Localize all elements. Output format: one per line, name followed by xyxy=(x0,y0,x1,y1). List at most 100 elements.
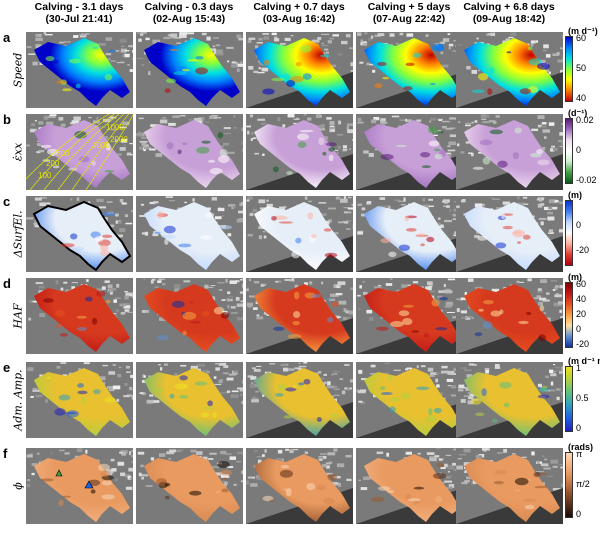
terrain-speckle xyxy=(264,449,267,453)
terrain-speckle xyxy=(536,460,540,464)
terrain-speckle xyxy=(346,478,352,482)
colorbar xyxy=(565,366,573,432)
terrain-speckle xyxy=(141,142,147,146)
terrain-speckle xyxy=(112,364,116,366)
field-patch xyxy=(162,234,176,239)
terrain-speckle xyxy=(548,199,557,204)
terrain-speckle xyxy=(557,59,563,63)
terrain-speckle xyxy=(120,48,128,52)
terrain-speckle xyxy=(176,42,182,44)
terrain-speckle xyxy=(128,44,133,48)
terrain-speckle xyxy=(241,283,243,288)
map-panel-e-4 xyxy=(356,362,463,438)
terrain-speckle xyxy=(456,308,460,313)
colorbar xyxy=(565,200,573,266)
terrain-speckle xyxy=(190,449,197,453)
terrain-speckle xyxy=(129,69,133,72)
field-patch xyxy=(182,330,187,336)
field-patch xyxy=(426,236,435,243)
terrain-speckle xyxy=(465,122,473,125)
terrain-speckle xyxy=(128,386,133,391)
terrain-speckle xyxy=(117,373,122,378)
field-patch xyxy=(481,388,487,397)
field-patch xyxy=(212,412,218,418)
terrain-speckle xyxy=(362,43,369,45)
terrain-speckle xyxy=(457,458,462,460)
terrain-speckle xyxy=(369,63,374,66)
terrain-speckle xyxy=(114,139,119,143)
row-letter-f: f xyxy=(3,446,8,461)
terrain-speckle xyxy=(553,302,562,307)
terrain-speckle xyxy=(130,210,133,213)
terrain-speckle xyxy=(517,202,525,207)
terrain-speckle xyxy=(104,280,110,283)
terrain-speckle xyxy=(262,393,265,397)
terrain-speckle xyxy=(148,148,156,151)
terrain-speckle xyxy=(108,371,116,375)
map-panel-f-2 xyxy=(136,448,243,524)
terrain-speckle xyxy=(163,363,169,366)
terrain-speckle xyxy=(235,297,240,301)
field-patch xyxy=(189,301,194,304)
terrain-speckle xyxy=(443,199,450,202)
colorbar xyxy=(565,282,573,348)
field-patch xyxy=(41,144,52,149)
terrain-speckle xyxy=(115,297,122,299)
terrain-speckle xyxy=(155,153,163,157)
terrain-speckle xyxy=(197,363,205,367)
field-patch xyxy=(388,251,397,258)
terrain-speckle xyxy=(131,396,133,400)
terrain-speckle xyxy=(117,461,125,466)
glacier-field xyxy=(464,368,560,436)
terrain-speckle xyxy=(87,201,91,204)
field-patch xyxy=(328,154,334,162)
terrain-speckle xyxy=(246,288,249,292)
terrain-speckle xyxy=(391,115,400,118)
terrain-speckle xyxy=(530,294,533,297)
colorbar-tick: 60 xyxy=(576,33,587,44)
field-patch xyxy=(319,54,331,58)
field-patch xyxy=(323,497,335,505)
terrain-speckle xyxy=(366,62,370,66)
terrain-speckle xyxy=(120,313,125,315)
terrain-speckle xyxy=(559,285,563,289)
terrain-speckle xyxy=(123,144,126,146)
field-patch xyxy=(292,385,297,389)
terrain-speckle xyxy=(429,205,434,207)
terrain-speckle xyxy=(357,203,363,206)
terrain-speckle xyxy=(328,127,336,130)
terrain-speckle xyxy=(38,460,44,463)
map-image xyxy=(246,32,353,108)
terrain-speckle xyxy=(329,37,335,40)
colorbar-unit: (d⁻¹) xyxy=(568,108,588,118)
terrain-speckle xyxy=(465,386,471,391)
terrain-speckle xyxy=(287,368,295,371)
colorbar-tick: 60 xyxy=(576,279,587,290)
field-patch xyxy=(488,67,495,75)
terrain-speckle xyxy=(559,47,563,50)
field-patch xyxy=(295,61,302,67)
terrain-speckle xyxy=(458,44,462,46)
row-label-text: ϕ xyxy=(11,482,25,490)
field-patch xyxy=(76,315,88,319)
terrain-speckle xyxy=(256,314,260,317)
field-patch xyxy=(402,318,413,326)
field-patch xyxy=(431,44,445,52)
glacier-field xyxy=(254,120,350,188)
field-patch xyxy=(68,167,78,171)
colorbar-tick: -0.02 xyxy=(576,174,597,185)
terrain-speckle xyxy=(556,369,562,372)
terrain-speckle xyxy=(210,285,216,287)
terrain-speckle xyxy=(207,286,214,288)
terrain-speckle xyxy=(236,460,242,463)
terrain-speckle xyxy=(237,451,243,455)
field-patch xyxy=(537,394,550,399)
row-letter-a: a xyxy=(3,30,11,45)
terrain-speckle xyxy=(434,455,440,458)
terrain-speckle xyxy=(142,374,145,378)
terrain-speckle xyxy=(150,124,157,127)
terrain-speckle xyxy=(255,475,262,478)
map-panel-b-3 xyxy=(246,114,353,190)
terrain-speckle xyxy=(275,280,279,283)
terrain-speckle xyxy=(33,301,41,303)
